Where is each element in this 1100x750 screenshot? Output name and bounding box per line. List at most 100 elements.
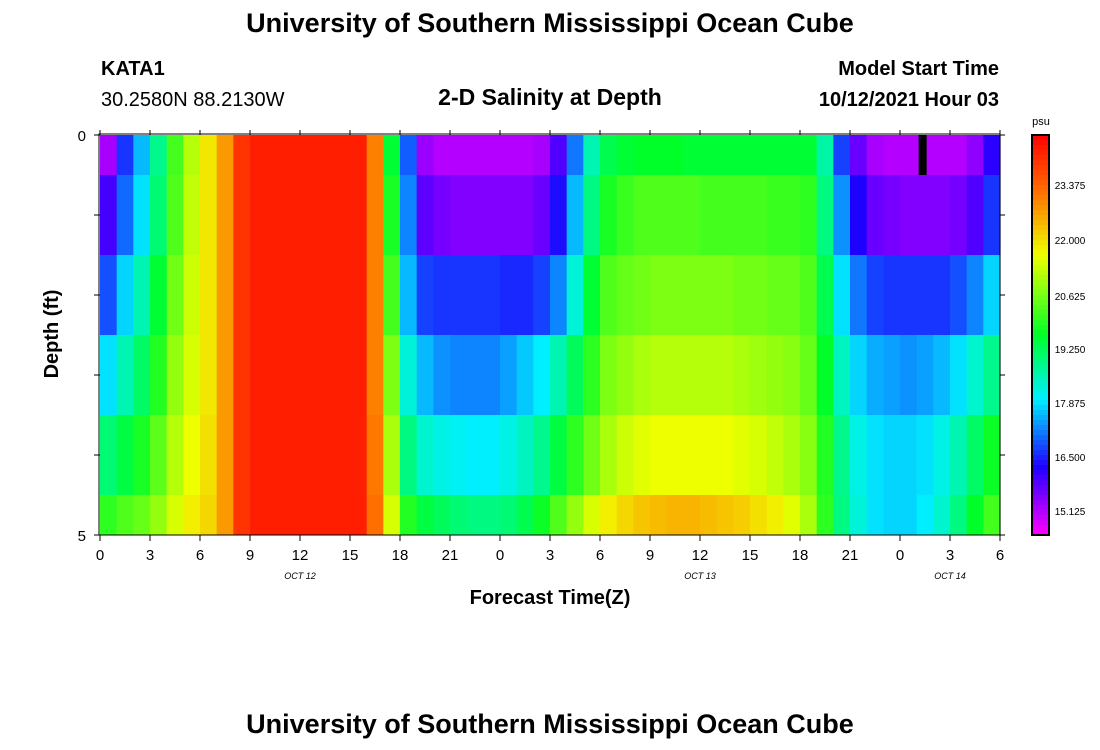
heatmap-cell [566,335,584,415]
heatmap-cell [983,255,1001,335]
heatmap-cell [633,255,651,335]
heatmap-cell [766,255,784,335]
heatmap-cell [333,495,351,535]
heatmap-cell [850,495,868,535]
colorbar-segment [1032,175,1049,181]
heatmap-cell [166,335,184,415]
heatmap-cell [750,255,768,335]
heatmap-cell [200,415,218,495]
colorbar-segment [1032,260,1049,266]
colorbar-segment [1032,420,1049,426]
heatmap-cell [650,335,668,415]
colorbar-segment [1032,515,1049,521]
heatmap-cell [616,415,634,495]
model-start-time: 10/12/2021 Hour 03 [819,89,999,111]
heatmap-cell [400,135,418,175]
heatmap-cell [950,415,968,495]
heatmap-cell [983,175,1001,255]
heatmap-cell [183,255,201,335]
heatmap-cell [483,255,501,335]
heatmap-cell [833,175,851,255]
heatmap-cell [733,335,751,415]
heatmap-cell [283,415,301,495]
heatmap-cell [283,335,301,415]
colorbar-label: 15.125 [1055,507,1086,518]
heatmap-cell [800,335,818,415]
heatmap-cell [716,415,734,495]
heatmap-cell [600,135,618,175]
heatmap-cell [366,175,384,255]
heatmap-cell [466,495,484,535]
heatmap-cell [700,495,718,535]
heatmap-cell [316,495,334,535]
heatmap-cell [883,335,901,415]
colorbar-segment [1032,215,1049,221]
heatmap-cell [900,495,918,535]
heatmap-cell [783,255,801,335]
heatmap-cell [466,135,484,175]
heatmap-cell [416,135,434,175]
heatmap-cell [650,135,668,175]
x-tick-label: 21 [442,547,459,564]
heatmap-cell [383,135,401,175]
missing-data-marker [918,135,927,175]
heatmap-cell [900,335,918,415]
colorbar-segment [1032,345,1049,351]
heatmap-cell [450,415,468,495]
heatmap-cell [333,135,351,175]
heatmap-cell [883,255,901,335]
heatmap-cell [966,135,984,175]
station-coords: 30.2580N 88.2130W [101,89,285,111]
heatmap-cell [200,175,218,255]
heatmap-cell [883,495,901,535]
heatmap-cell [500,495,518,535]
heatmap-cell [483,335,501,415]
heatmap-cell [816,135,834,175]
heatmap-cell [100,335,118,415]
heatmap-cell [516,335,534,415]
heatmap-cell [350,135,368,175]
heatmap-cell [133,175,151,255]
date-label: OCT 14 [934,571,966,581]
heatmap-cell [883,415,901,495]
heatmap-cell [466,415,484,495]
colorbar-segment [1032,155,1049,161]
heatmap-cell [216,495,234,535]
heatmap-cell [933,135,951,175]
heatmap-cell [766,335,784,415]
heatmap-cell [150,135,168,175]
heatmap-cell [583,495,601,535]
heatmap-cell [216,255,234,335]
y-axis: 05 [78,128,1005,545]
heatmap-cell [100,135,118,175]
heatmap-cell [433,495,451,535]
heatmap-cell [433,335,451,415]
heatmap-cell [883,175,901,255]
heatmap-cell [433,135,451,175]
heatmap-cell [366,415,384,495]
heatmap-cell [233,495,251,535]
heatmap-cell [350,495,368,535]
heatmap-cell [583,335,601,415]
colorbar-segment [1032,460,1049,466]
heatmap-cell [183,495,201,535]
heatmap-cell [800,415,818,495]
colorbar-segment [1032,290,1049,296]
colorbar-segment [1032,470,1049,476]
heatmap-cell [533,255,551,335]
heatmap-cell [366,135,384,175]
x-tick-label: 0 [96,547,104,564]
heatmap-cell [700,135,718,175]
heatmap-cell [483,175,501,255]
heatmap-cell [683,495,701,535]
heatmap-cell [616,175,634,255]
heatmap-cell [933,495,951,535]
heatmap-cell [400,255,418,335]
colorbar-segment [1032,405,1049,411]
heatmap-cell [783,415,801,495]
heatmap-cell [666,415,684,495]
heatmap-cell [383,415,401,495]
colorbar-segment [1032,170,1049,176]
heatmap-cell [750,335,768,415]
colorbar-segment [1032,475,1049,481]
